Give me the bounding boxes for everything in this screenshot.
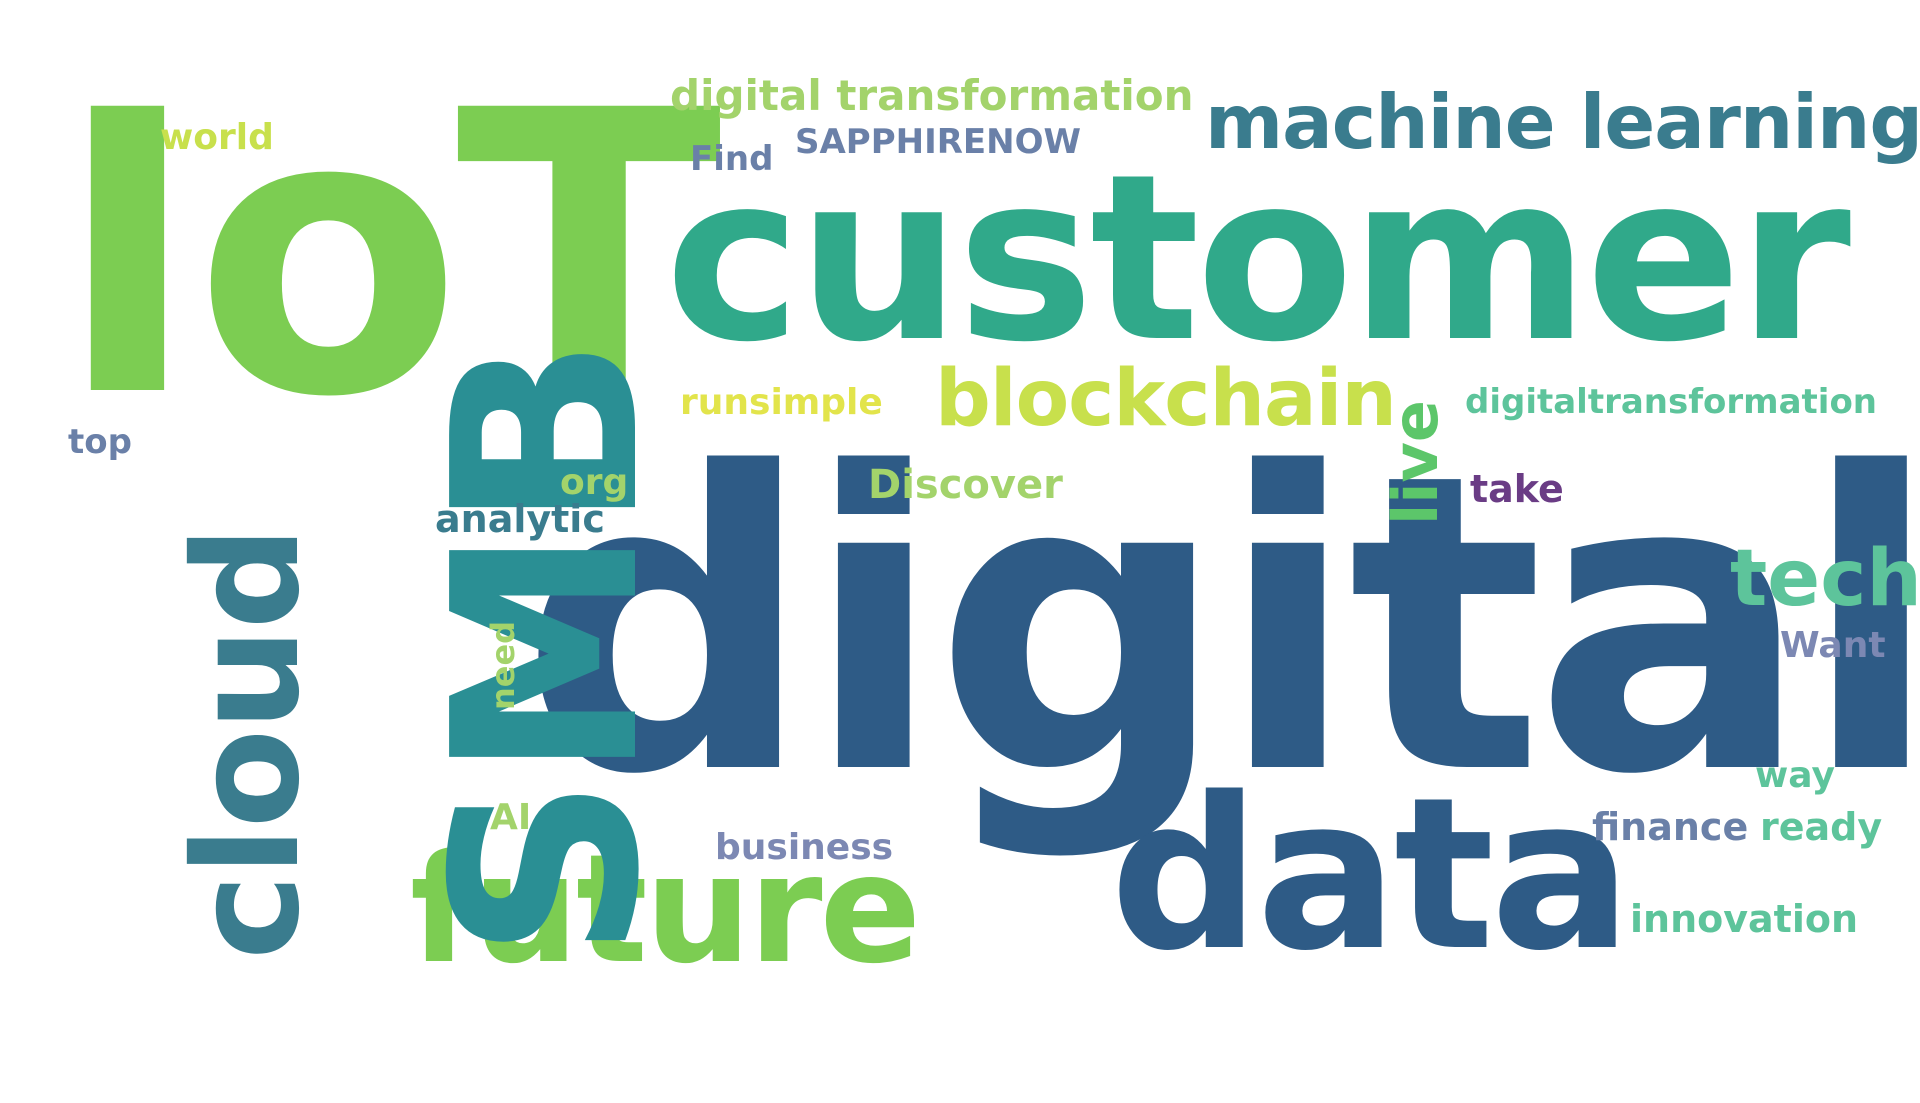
word-innovation: innovation <box>1630 897 1858 941</box>
word-org: org <box>560 462 629 503</box>
word-customer: customer <box>665 126 1851 393</box>
word-smb: SMB <box>399 340 696 960</box>
word-take: take <box>1470 467 1564 511</box>
word-world: world <box>160 117 274 158</box>
word-need: need <box>484 620 522 710</box>
word-want: Want <box>1780 625 1886 666</box>
word-ready: ready <box>1760 805 1883 849</box>
word-runsimple: runsimple <box>680 382 883 423</box>
word-discover: Discover <box>868 462 1063 508</box>
word-digital: digital <box>520 386 1920 864</box>
word-data: data <box>1110 752 1632 997</box>
word-way: way <box>1755 755 1835 796</box>
word-digitaltransformation: digitaltransformation <box>1465 382 1878 422</box>
word-find: Find <box>690 139 774 179</box>
word-future: future <box>410 823 921 997</box>
word-analytic: analytic <box>435 497 605 541</box>
word-ai: AI <box>490 797 532 838</box>
word-business: business <box>715 827 894 868</box>
word-sapphirenow: SAPPHIRENOW <box>795 122 1082 162</box>
word-top: top <box>68 422 132 462</box>
word-finance: finance <box>1592 805 1749 849</box>
word-cloud-term: cloud <box>163 527 332 960</box>
word-live: live <box>1379 400 1452 525</box>
word-machine-learning: machine learning <box>1205 78 1920 166</box>
word-iot: IoT <box>55 28 722 482</box>
word-digital-transformation: digital transformation <box>670 71 1194 120</box>
word-blockchain: blockchain <box>935 354 1397 444</box>
word-tech: tech <box>1730 534 1920 624</box>
